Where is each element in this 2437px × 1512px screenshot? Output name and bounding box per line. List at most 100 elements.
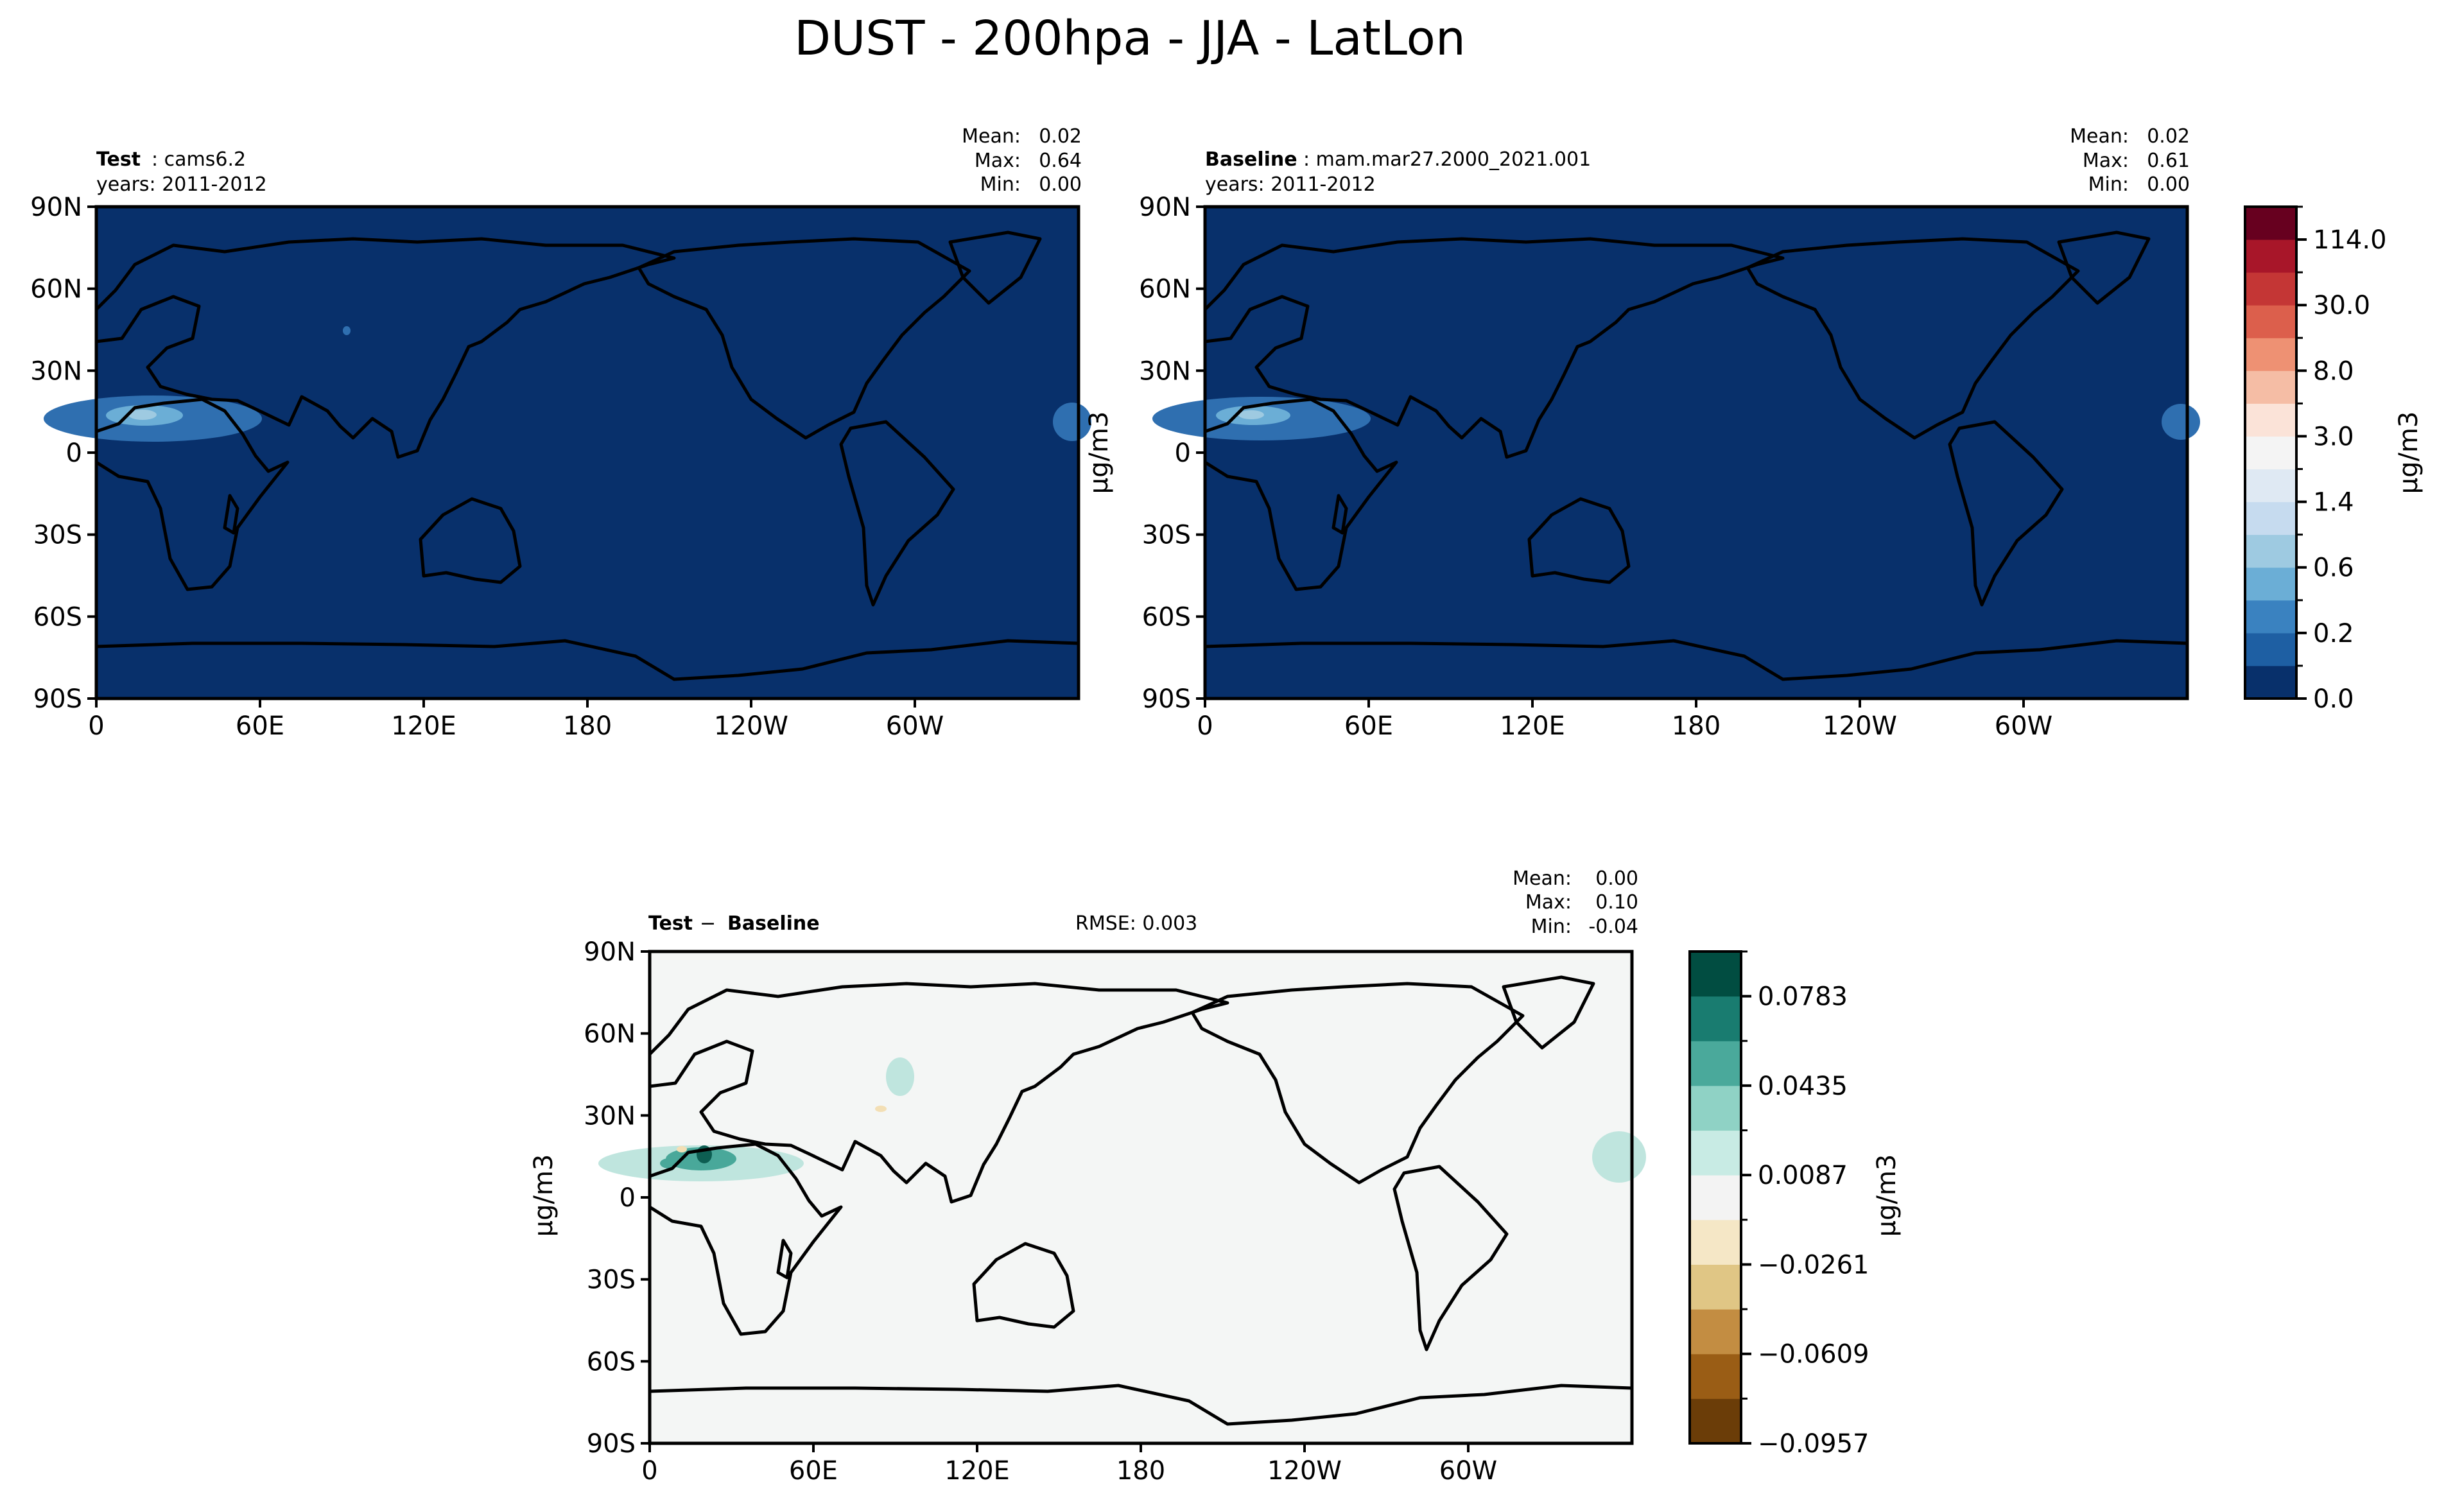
diff-anomaly-negative-asia <box>875 1106 887 1112</box>
baseline-mean-value: 0.02 <box>2147 125 2190 148</box>
test-ocean-field <box>96 207 1079 699</box>
baseline-x-axis: 0 60E 120E 180 120W 60W <box>1197 699 2052 741</box>
difference-colorbar-swatch <box>1690 996 1741 1041</box>
difference-colorbar-tick-label: −0.0261 <box>1758 1250 1869 1280</box>
difference-colorbar-tick-label: 0.0783 <box>1758 982 1848 1012</box>
diff-y-tick-label: 60N <box>584 1020 636 1049</box>
baseline-x-tick-label: 180 <box>1672 711 1721 741</box>
difference-colorbar-swatch <box>1690 1398 1741 1444</box>
absolute-colorbar-tick-label: 114.0 <box>2313 225 2387 255</box>
diff-x-tick-label: 60E <box>789 1456 838 1486</box>
baseline-title-rest: : mam.mar27.2000_2021.001 <box>1303 148 1591 171</box>
difference-colorbar-swatch <box>1690 1309 1741 1355</box>
test-max-value: 0.64 <box>1039 150 1082 172</box>
difference-panel: Test − Baseline RMSE: 0.003 Mean: 0.00 M… <box>529 867 1646 1486</box>
absolute-colorbar-tick-label: 1.4 <box>2313 488 2354 517</box>
diff-anomaly-asia <box>886 1057 914 1096</box>
diff-title-bold: Test <box>648 912 693 935</box>
test-x-axis: 0 60E 120E 180 120W 60W <box>88 699 944 741</box>
test-y-tick-label: 60S <box>33 602 82 632</box>
absolute-colorbar-swatch <box>2245 469 2296 503</box>
diff-x-tick-label: 0 <box>641 1456 657 1486</box>
difference-colorbar-swatch <box>1690 1264 1741 1310</box>
diff-x-tick-label: 60W <box>1439 1456 1497 1486</box>
test-subtitle: years: 2011-2012 <box>96 173 267 196</box>
baseline-y-tick-label: 90S <box>1142 684 1191 714</box>
diff-mean-label: Mean: <box>1513 867 1572 890</box>
diff-map <box>598 950 1646 1445</box>
test-x-tick-label: 180 <box>563 711 612 741</box>
baseline-panel: Baseline : mam.mar27.2000_2021.001 years… <box>1139 125 2200 741</box>
difference-colorbar-swatch <box>1690 1353 1741 1399</box>
baseline-dust-plume-core <box>1238 410 1264 419</box>
test-title-rest: : cams6.2 <box>152 148 246 171</box>
test-x-tick-label: 60E <box>236 711 284 741</box>
test-y-axis-label: μg/m3 <box>1084 412 1114 494</box>
test-dust-plume-east <box>1053 403 1091 441</box>
baseline-y-tick-label: 60N <box>1139 275 1191 304</box>
absolute-colorbar-swatch <box>2245 632 2296 666</box>
baseline-max-value: 0.61 <box>2147 150 2190 172</box>
absolute-colorbar-tick-label: 3.0 <box>2313 422 2354 451</box>
baseline-x-tick-label: 60W <box>1995 711 2052 741</box>
absolute-colorbar-swatch <box>2245 665 2296 699</box>
diff-y-tick-label: 60S <box>587 1347 636 1377</box>
baseline-x-tick-label: 60E <box>1344 711 1393 741</box>
diff-x-tick-label: 120W <box>1267 1456 1342 1486</box>
test-y-tick-label: 90S <box>33 684 82 714</box>
absolute-colorbar-tick-label: 30.0 <box>2313 291 2370 320</box>
test-y-tick-label: 60N <box>30 275 82 304</box>
baseline-title-bold: Baseline <box>1205 148 1297 171</box>
test-panel: Test : cams6.2 years: 2011-2012 Mean: 0.… <box>30 125 1114 741</box>
test-min-label: Min: <box>980 173 1021 196</box>
test-mean-value: 0.02 <box>1039 125 1082 148</box>
absolute-colorbar-swatch <box>2245 403 2296 437</box>
baseline-y-tick-label: 30S <box>1142 521 1191 550</box>
diff-mean-value: 0.00 <box>1595 867 1638 890</box>
absolute-colorbar-swatch <box>2245 305 2296 338</box>
absolute-colorbar-tick-label: 8.0 <box>2313 356 2354 386</box>
baseline-ocean-field <box>1205 207 2187 699</box>
baseline-y-tick-label: 0 <box>1175 439 1191 468</box>
diff-y-tick-label: 90N <box>584 937 636 967</box>
absolute-colorbar: 114.0 30.0 8.0 3.0 1.4 0.6 0.2 0.0 <box>2244 205 2387 714</box>
absolute-colorbar-swatch <box>2245 501 2296 535</box>
absolute-colorbar-swatch <box>2245 436 2296 470</box>
absolute-colorbar-tick-label: 0.0 <box>2313 684 2354 714</box>
test-y-tick-label: 30N <box>30 356 82 386</box>
baseline-min-label: Min: <box>2088 173 2129 196</box>
diff-y-axis: 90N 60N 30N 0 30S 60S 90S <box>584 937 650 1459</box>
diff-y-tick-label: 90S <box>587 1429 636 1459</box>
absolute-colorbar-swatch <box>2245 600 2296 634</box>
absolute-colorbar-tick-label: 0.6 <box>2313 553 2354 583</box>
diff-background-field <box>650 952 1632 1443</box>
test-min-value: 0.00 <box>1039 173 1082 196</box>
test-x-tick-label: 60W <box>886 711 944 741</box>
test-title-bold: Test <box>96 148 141 171</box>
diff-x-tick-label: 180 <box>1116 1456 1165 1486</box>
test-y-tick-label: 90N <box>30 193 82 222</box>
difference-colorbar-tick-label: −0.0957 <box>1758 1429 1869 1459</box>
baseline-y-tick-label: 30N <box>1139 356 1191 386</box>
baseline-y-axis: 90N 60N 30N 0 30S 60S 90S <box>1139 193 1205 714</box>
difference-colorbar: 0.0783 0.0435 0.0087 −0.0261 −0.0609 −0.0957 <box>1688 950 1869 1459</box>
absolute-colorbar-swatch <box>2245 207 2296 240</box>
test-y-tick-label: 30S <box>33 521 82 550</box>
diff-y-tick-label: 30N <box>584 1101 636 1131</box>
difference-colorbar-tick-label: 0.0087 <box>1758 1161 1848 1190</box>
difference-colorbar-swatch <box>1690 1130 1741 1176</box>
test-dust-spot <box>343 326 351 335</box>
difference-colorbar-frame <box>1688 950 1742 1445</box>
test-x-tick-label: 120W <box>714 711 788 741</box>
difference-colorbar-swatch <box>1690 1041 1741 1086</box>
absolute-colorbar-frame <box>2244 205 2298 700</box>
absolute-colorbar-swatch <box>2245 534 2296 568</box>
diff-title-minus: − <box>700 912 716 935</box>
difference-colorbar-swatch <box>1690 1175 1741 1221</box>
absolute-colorbar-swatch <box>2245 272 2296 306</box>
difference-colorbar-tick-label: 0.0435 <box>1758 1072 1848 1101</box>
baseline-subtitle: years: 2011-2012 <box>1205 173 1376 196</box>
difference-colorbar-label: μg/m3 <box>1872 1154 1902 1237</box>
diff-x-tick-label: 120E <box>944 1456 1010 1486</box>
